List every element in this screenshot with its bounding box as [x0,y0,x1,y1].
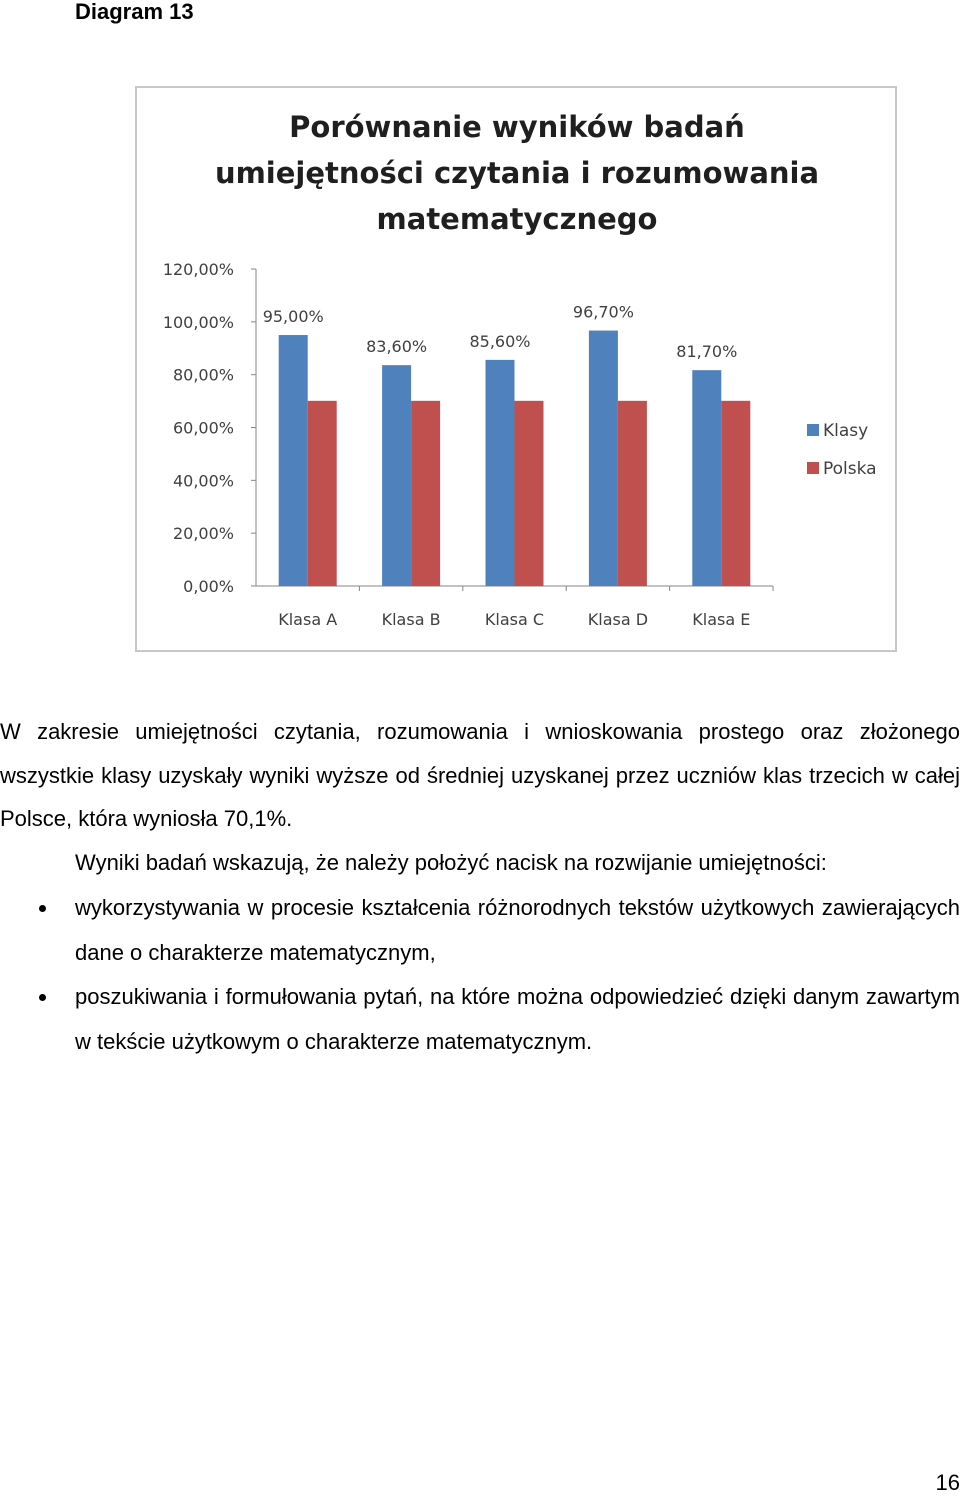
bar-polska [411,400,441,586]
legend-label: Klasy [823,421,868,441]
chart-title-line: umiejętności czytania i rozumowania [214,156,820,190]
recommendation-list: wykorzystywania w procesie kształcenia r… [0,886,960,1064]
x-tick-label: Klasa B [382,610,441,629]
bar-klasy [588,330,618,586]
list-item-text: poszukiwania i formułowania pytań, na kt… [75,984,960,1054]
bullet-icon [39,994,46,1001]
data-label: 81,70% [676,342,737,361]
data-label: 95,00% [263,307,324,326]
bar-polska [307,400,337,586]
bar-klasy [382,365,412,586]
chart-title-line: matematycznego [376,202,658,236]
data-label: 83,60% [366,337,427,356]
bar-polska [721,400,751,586]
bar-klasy [278,335,308,586]
page-number: 16 [935,1470,960,1495]
x-tick-label: Klasa C [485,610,544,629]
y-tick-label: 0,00% [183,577,234,596]
chart-title-line: Porównanie wyników badań [289,110,745,144]
y-tick-label: 40,00% [173,471,234,490]
legend-label: Polska [823,459,877,479]
list-item-text: wykorzystywania w procesie kształcenia r… [75,895,960,965]
y-tick-label: 20,00% [173,524,234,543]
y-tick-label: 80,00% [173,366,234,385]
recommendation-intro: Wyniki badań wskazują, że należy położyć… [75,850,827,875]
diagram-heading: Diagram 13 [75,0,194,24]
bar-polska [514,400,544,586]
bullet-icon [39,905,46,912]
bar-klasy [692,370,722,586]
list-item: poszukiwania i formułowania pytań, na kt… [0,975,960,1064]
y-tick-label: 100,00% [163,313,234,332]
chart-canvas: 0,00% 20,00% 40,00% 60,00% 80,00% 100,00% 120,… [163,260,877,629]
y-tick-label: 120,00% [163,260,234,279]
x-tick-label: Klasa D [588,610,648,629]
summary-paragraph: W zakresie umiejętności czytania, rozumo… [0,719,960,831]
x-tick-label: Klasa E [692,610,750,629]
x-tick-label: Klasa A [278,610,337,629]
y-tick-label: 60,00% [173,419,234,438]
legend-swatch [807,462,819,474]
chart-title: Porównanie wyników badań umiejętności cz… [0,104,960,242]
data-label: 85,60% [469,332,530,351]
data-label: 96,70% [573,303,634,322]
bar-klasy [485,359,515,586]
bar-chart: 0,00% 20,00% 40,00% 60,00% 80,00% 100,00% 120,… [135,86,897,652]
list-item: wykorzystywania w procesie kształcenia r… [0,886,960,975]
bar-polska [617,400,647,586]
legend-swatch [807,424,819,436]
